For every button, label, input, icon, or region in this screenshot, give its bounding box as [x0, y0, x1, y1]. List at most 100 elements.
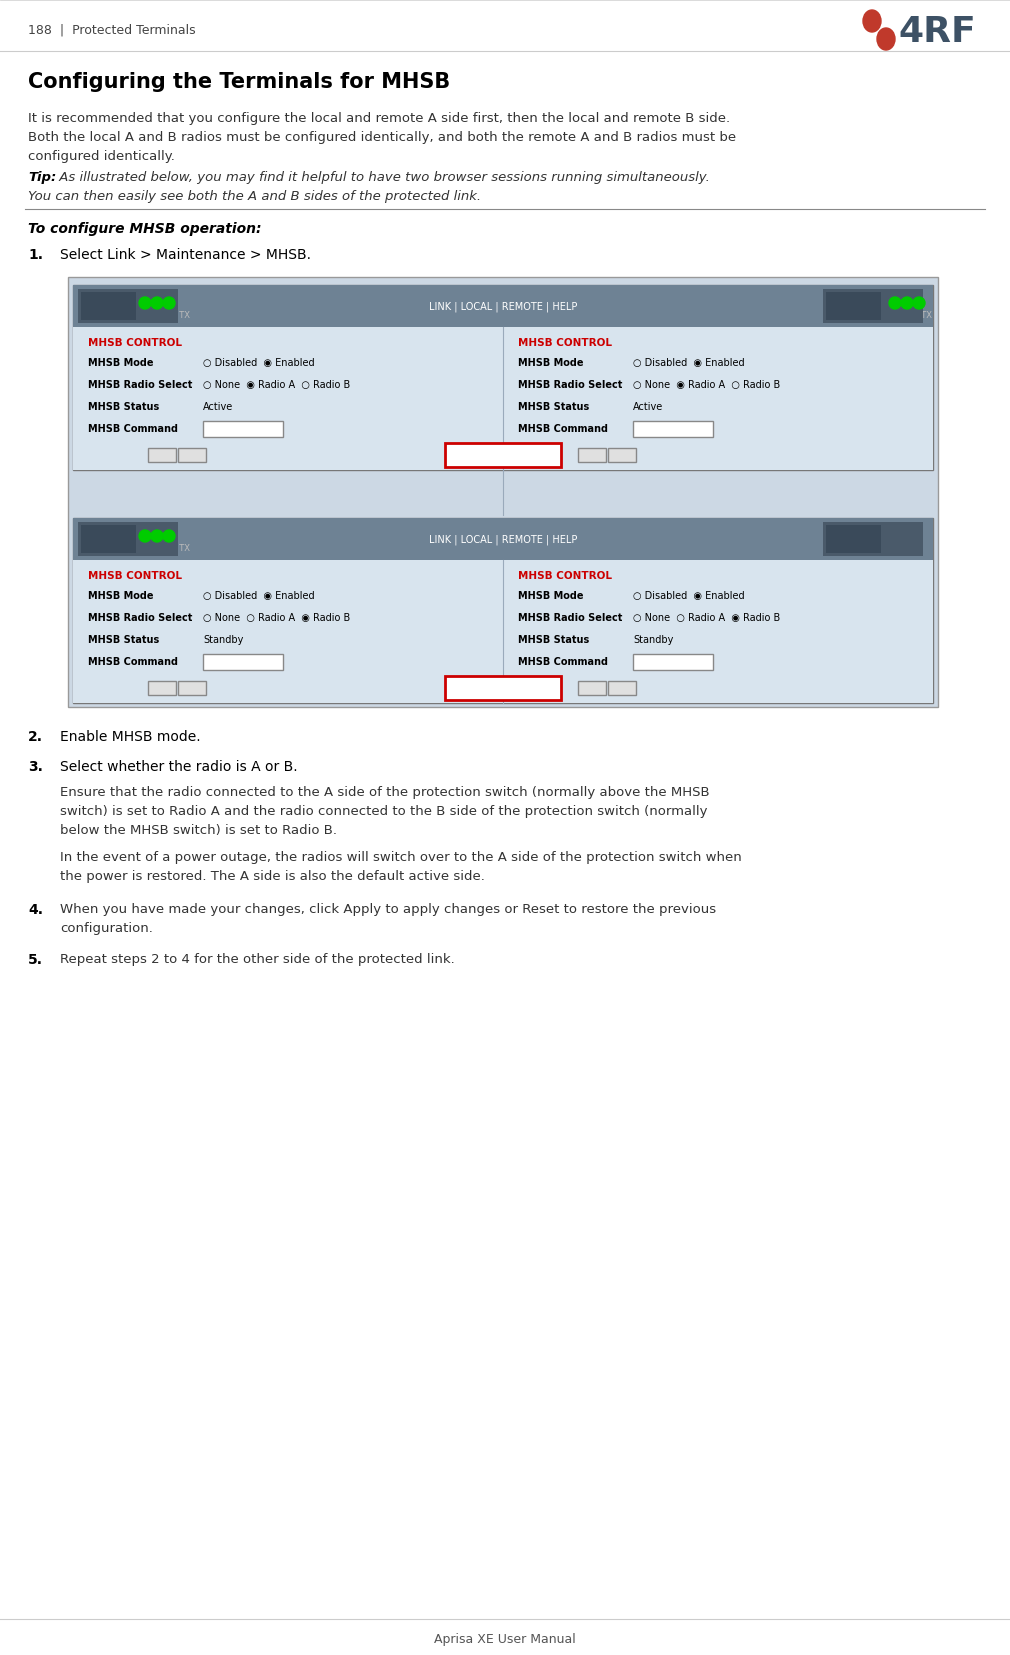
FancyBboxPatch shape — [148, 449, 176, 463]
Text: To configure MHSB operation:: To configure MHSB operation: — [28, 222, 262, 237]
FancyBboxPatch shape — [445, 444, 561, 468]
Text: 4RF: 4RF — [898, 15, 976, 50]
Text: MHSB Mode: MHSB Mode — [88, 591, 154, 601]
Text: Radio Link B: Radio Link B — [457, 682, 549, 695]
Text: switch) is set to Radio A and the radio connected to the B side of the protectio: switch) is set to Radio A and the radio … — [60, 804, 707, 818]
Ellipse shape — [863, 12, 881, 33]
Text: 3.: 3. — [28, 760, 42, 773]
Text: configured identically.: configured identically. — [28, 151, 175, 162]
Text: the power is restored. The A side is also the default active side.: the power is restored. The A side is als… — [60, 869, 485, 882]
Text: below the MHSB switch) is set to Radio B.: below the MHSB switch) is set to Radio B… — [60, 824, 337, 836]
Text: Configuring the Terminals for MHSB: Configuring the Terminals for MHSB — [28, 71, 450, 93]
Circle shape — [152, 531, 163, 543]
Text: Tip:: Tip: — [28, 170, 57, 184]
Text: ○ Disabled  ◉ Enabled: ○ Disabled ◉ Enabled — [633, 591, 744, 601]
FancyBboxPatch shape — [81, 293, 136, 321]
Text: OK  RX  TX: OK RX TX — [145, 311, 190, 319]
FancyBboxPatch shape — [68, 278, 938, 708]
Text: configuration.: configuration. — [60, 922, 153, 935]
Text: MHSB Radio Select: MHSB Radio Select — [518, 379, 622, 391]
Text: Apply: Apply — [610, 452, 634, 460]
Text: MHSB Status: MHSB Status — [88, 634, 160, 644]
Text: Ensure that the radio connected to the A side of the protection switch (normally: Ensure that the radio connected to the A… — [60, 786, 710, 798]
Text: MHSB CONTROL: MHSB CONTROL — [88, 338, 182, 348]
Text: None: None — [636, 659, 660, 667]
Text: Terminal 2A: Terminal 2A — [825, 309, 883, 319]
Text: Select whether the radio is A or B.: Select whether the radio is A or B. — [60, 760, 298, 773]
Text: ▼: ▼ — [708, 427, 713, 432]
Text: Reset: Reset — [150, 684, 174, 693]
Text: MHSB CONTROL: MHSB CONTROL — [88, 571, 182, 581]
FancyBboxPatch shape — [73, 286, 933, 470]
Text: None: None — [206, 659, 229, 667]
Circle shape — [152, 298, 163, 309]
Text: MHSB Mode: MHSB Mode — [88, 357, 154, 367]
Circle shape — [901, 298, 913, 309]
Text: OK  RX  TX: OK RX TX — [887, 311, 932, 319]
Text: 5.: 5. — [28, 952, 43, 967]
FancyBboxPatch shape — [608, 449, 636, 463]
Ellipse shape — [877, 30, 895, 51]
Text: Reset: Reset — [580, 684, 604, 693]
Text: MHSB Mode: MHSB Mode — [518, 357, 584, 367]
FancyBboxPatch shape — [203, 422, 283, 437]
Text: You can then easily see both the A and B sides of the protected link.: You can then easily see both the A and B… — [28, 190, 481, 204]
Text: Repeat steps 2 to 4 for the other side of the protected link.: Repeat steps 2 to 4 for the other side o… — [60, 952, 454, 965]
Text: MHSB Command: MHSB Command — [88, 657, 178, 667]
Circle shape — [889, 298, 901, 309]
FancyBboxPatch shape — [633, 422, 713, 437]
Text: OK  RX  TX: OK RX TX — [145, 544, 190, 553]
FancyBboxPatch shape — [73, 518, 933, 703]
Circle shape — [163, 298, 175, 309]
Text: MHSB Radio Select: MHSB Radio Select — [88, 379, 192, 391]
Text: Apply: Apply — [610, 684, 634, 693]
Text: None: None — [206, 425, 229, 434]
Text: 2.: 2. — [28, 730, 43, 743]
Text: Select Link > Maintenance > MHSB.: Select Link > Maintenance > MHSB. — [60, 248, 311, 261]
FancyBboxPatch shape — [178, 682, 206, 695]
FancyBboxPatch shape — [826, 293, 881, 321]
Text: Reset: Reset — [580, 452, 604, 460]
FancyBboxPatch shape — [148, 682, 176, 695]
Text: MHSB Status: MHSB Status — [518, 402, 589, 412]
FancyBboxPatch shape — [73, 518, 933, 561]
Text: ▼: ▼ — [708, 660, 713, 665]
Text: When you have made your changes, click Apply to apply changes or Reset to restor: When you have made your changes, click A… — [60, 902, 716, 915]
Text: LINK | LOCAL | REMOTE | HELP: LINK | LOCAL | REMOTE | HELP — [429, 301, 577, 313]
FancyBboxPatch shape — [73, 286, 933, 328]
Text: Apply: Apply — [180, 684, 204, 693]
Text: Standby: Standby — [633, 634, 674, 644]
Text: ○ None  ○ Radio A  ◉ Radio B: ○ None ○ Radio A ◉ Radio B — [633, 612, 781, 622]
Text: 188  |  Protected Terminals: 188 | Protected Terminals — [28, 23, 196, 36]
FancyBboxPatch shape — [445, 677, 561, 700]
Text: ○ Disabled  ◉ Enabled: ○ Disabled ◉ Enabled — [203, 591, 315, 601]
FancyBboxPatch shape — [78, 290, 178, 324]
Text: Both the local A and B radios must be configured identically, and both the remot: Both the local A and B radios must be co… — [28, 131, 736, 144]
Text: Radio Link A: Radio Link A — [457, 449, 549, 462]
FancyBboxPatch shape — [633, 655, 713, 670]
FancyBboxPatch shape — [578, 682, 606, 695]
Text: MHSB Command: MHSB Command — [518, 657, 608, 667]
FancyBboxPatch shape — [823, 523, 923, 556]
Text: MHSB Status: MHSB Status — [518, 634, 589, 644]
Text: ○ None  ◉ Radio A  ○ Radio B: ○ None ◉ Radio A ○ Radio B — [203, 379, 350, 391]
Text: Terminal 2B: Terminal 2B — [825, 543, 883, 553]
Text: ▼: ▼ — [278, 427, 284, 432]
FancyBboxPatch shape — [608, 682, 636, 695]
FancyBboxPatch shape — [178, 449, 206, 463]
FancyBboxPatch shape — [826, 526, 881, 554]
Circle shape — [139, 531, 152, 543]
Circle shape — [913, 298, 925, 309]
Text: It is recommended that you configure the local and remote A side first, then the: It is recommended that you configure the… — [28, 113, 730, 124]
Text: ○ None  ◉ Radio A  ○ Radio B: ○ None ◉ Radio A ○ Radio B — [633, 379, 781, 391]
Text: Terminal 1B: Terminal 1B — [81, 543, 138, 553]
Text: 4.: 4. — [28, 902, 43, 917]
Text: 1.: 1. — [28, 248, 43, 261]
Text: Standby: Standby — [203, 634, 243, 644]
Text: MHSB Command: MHSB Command — [88, 424, 178, 434]
FancyBboxPatch shape — [823, 290, 923, 324]
Circle shape — [163, 531, 175, 543]
Text: As illustrated below, you may find it helpful to have two browser sessions runni: As illustrated below, you may find it he… — [55, 170, 710, 184]
Text: Active: Active — [633, 402, 664, 412]
Text: Aprisa XE User Manual: Aprisa XE User Manual — [434, 1632, 576, 1645]
